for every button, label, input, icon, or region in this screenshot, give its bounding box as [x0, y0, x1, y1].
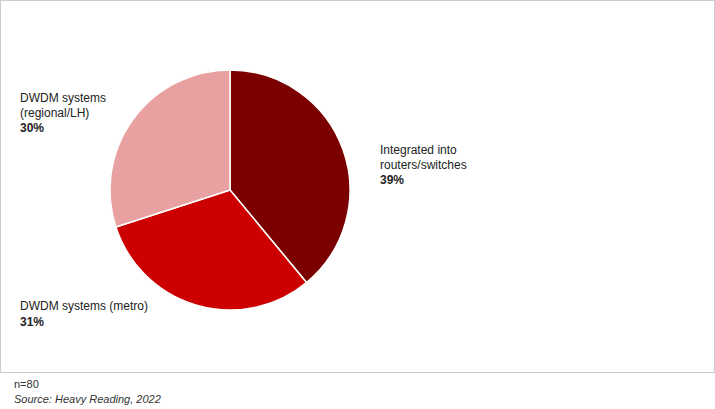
pie — [110, 70, 350, 310]
data-label: 39% — [380, 173, 404, 187]
chart-frame — [1, 1, 715, 373]
slice-label: DWDM systems (metro) — [20, 300, 148, 314]
slice-label: DWDM systems(regional/LH) — [20, 91, 106, 120]
footnote: n=80 — [14, 378, 39, 390]
data-label: 31% — [20, 315, 44, 329]
pie-slice — [110, 70, 230, 227]
data-label: 30% — [20, 121, 44, 135]
slice-label: Integrated intorouters/switches — [380, 143, 467, 172]
chart: Integrated intorouters/switches39% DWDM s… — [0, 0, 715, 409]
footnote: Source: Heavy Reading, 2022 — [14, 393, 161, 405]
